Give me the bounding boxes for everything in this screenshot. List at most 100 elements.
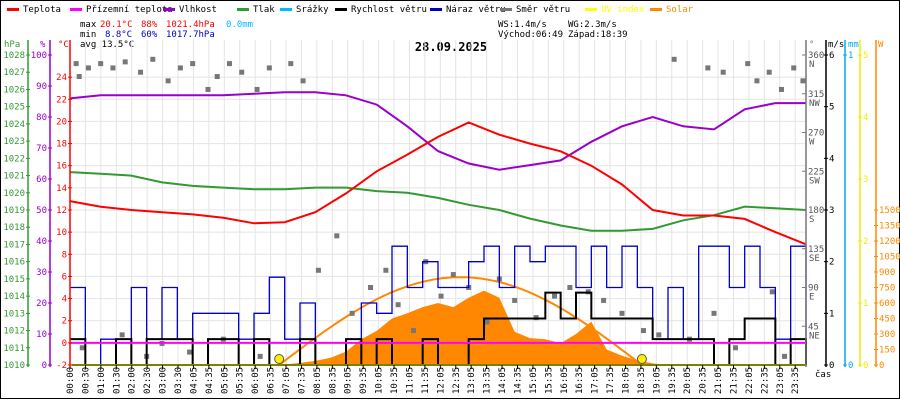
x-tick-label: 01:00	[97, 367, 107, 394]
legend-item: Rychlost větru	[335, 5, 427, 15]
uv-axis-tick-label: 5	[863, 51, 868, 61]
stats-avg: avg 13.5°C	[80, 40, 134, 50]
x-tick-label: 20:35	[699, 367, 709, 394]
wind-direction-point	[98, 61, 104, 67]
x-tick-label: 05:05	[220, 367, 230, 394]
legend-swatch	[163, 8, 175, 11]
x-tick-label: 23:05	[776, 367, 786, 394]
wind-direction-point	[177, 65, 183, 71]
wind-direction-point	[110, 65, 116, 71]
x-tick-label: 22:35	[760, 367, 770, 394]
wind-axis-tick-label: 2	[829, 258, 834, 268]
x-tick-label: 14:35	[513, 367, 523, 394]
solar-axis-tick-label: 900	[879, 268, 895, 278]
pressure-axis-tick-label: 1014	[3, 292, 25, 302]
wind-direction-point	[800, 78, 806, 84]
x-tick-label: 16:35	[575, 367, 585, 394]
wind-direction-point	[383, 267, 389, 273]
legend-swatch	[585, 8, 597, 11]
pressure-axis-tick-label: 1012	[3, 327, 25, 337]
temperature-axis-tick-label: 18	[56, 140, 67, 150]
axes: 00:00 00:30 01:00 01:30 02:00 02:30 03:00 03:30…	[3, 40, 900, 394]
legend-label: Přízemní teplota	[86, 5, 173, 15]
stats: max 20.1°C 88% 1021.4hPa 0.0mm min 8.8°C…	[80, 20, 628, 50]
wind-axis-tick-label: 5	[829, 103, 834, 113]
legend-label: Směr větru	[516, 5, 570, 15]
temperature-axis-tick-label: 6	[62, 272, 67, 282]
wind-direction-point	[187, 349, 193, 355]
humidity-axis-tick-label: 20	[36, 299, 47, 309]
x-tick-label: 15:35	[544, 367, 554, 394]
wind-direction-point	[368, 285, 374, 290]
pressure-line	[69, 171, 807, 232]
legend-item: UV index	[585, 5, 645, 15]
stats-min-temp: 8.8°C	[105, 30, 132, 40]
pressure-axis-tick-label: 1018	[3, 223, 25, 233]
x-tick-label: 12:05	[436, 367, 446, 394]
pressure-axis-tick-label: 1027	[3, 68, 25, 78]
chart-title: 28.09.2025	[415, 40, 487, 54]
direction-axis-tick-label: 90	[808, 284, 819, 294]
legend-item: Vlhkost	[163, 5, 217, 15]
wind-direction-point	[300, 78, 306, 84]
wind-direction-point	[484, 319, 490, 325]
legend-item: Teplota	[7, 5, 61, 15]
x-tick-label: 18:05	[621, 367, 631, 394]
x-tick-label: 19:05	[652, 367, 662, 394]
humidity-axis-tick-label: 100	[31, 51, 47, 61]
sunset-marker	[636, 354, 647, 364]
wind-direction-point	[349, 310, 355, 316]
humidity-axis-tick-label: 30	[36, 268, 47, 278]
solar-axis-tick-label: 600	[879, 299, 895, 309]
legend-label: Srážky	[296, 5, 329, 15]
pressure-axis-tick-label: 1017	[3, 240, 25, 250]
pressure-axis-tick-label: 1019	[3, 206, 25, 216]
stats-min-label: min	[80, 30, 96, 40]
pressure-axis-tick-label: 1010	[3, 361, 25, 371]
wind-direction-point	[711, 310, 717, 316]
wind-direction-point	[769, 289, 775, 295]
wind-direction-point	[165, 78, 171, 84]
humidity-axis-tick-label: 50	[36, 206, 47, 216]
wind-direction-point	[791, 65, 797, 71]
direction-axis-compass-label: W	[809, 138, 815, 148]
x-tick-label: 08:05	[313, 367, 323, 394]
wind-direction-point	[79, 345, 85, 351]
wind-direction-point	[205, 86, 211, 92]
wind-direction-point	[732, 345, 738, 351]
solar-axis-tick-label: 450	[879, 315, 895, 325]
temperature-axis-tick-label: 22	[56, 95, 67, 105]
solar-theoretical-line	[278, 276, 642, 366]
stats-rain: 0.0mm	[226, 20, 253, 30]
direction-axis-tick-label: 360	[808, 51, 824, 61]
stats-wg: WG:2.3m/s	[568, 20, 617, 30]
humidity-axis-tick-label: 80	[36, 113, 47, 123]
x-tick-label: 18:35	[637, 367, 647, 394]
wind-direction-point	[438, 293, 444, 299]
pressure-axis-tick-label: 1020	[3, 189, 25, 199]
temperature-axis-tick-label: -2	[56, 361, 67, 371]
direction-axis-tick-label: 270	[808, 129, 824, 139]
wind-axis-tick-label: 3	[829, 206, 834, 216]
wind-direction-point	[150, 56, 156, 62]
wind-direction-point	[567, 285, 573, 290]
temperature-line	[69, 121, 807, 246]
pressure-axis-tick-label: 1011	[3, 344, 25, 354]
direction-axis-tick-label: 225	[808, 167, 824, 177]
solar-axis-tick-label: 1050	[879, 253, 900, 263]
wind-direction-point	[288, 61, 294, 67]
x-tick-label: 08:35	[328, 367, 338, 394]
pressure-axis-tick-label: 1021	[3, 172, 25, 182]
solar-axis-tick-label: 1200	[879, 237, 900, 247]
wind-axis-tick-label: 4	[829, 154, 834, 164]
x-tick-label: 06:35	[267, 367, 277, 394]
wind-axis-tick-label: 0	[829, 361, 834, 371]
x-tick-label: 10:05	[375, 367, 385, 394]
legend-item: Srážky	[280, 5, 329, 15]
uv-axis-tick-label: 0	[863, 361, 868, 371]
humidity-axis-tick-label: 60	[36, 175, 47, 185]
x-tick-label: 11:35	[421, 367, 431, 394]
x-tick-label: 13:35	[483, 367, 493, 394]
x-tick-label: 16:05	[560, 367, 570, 394]
wind-direction-point	[122, 59, 128, 65]
